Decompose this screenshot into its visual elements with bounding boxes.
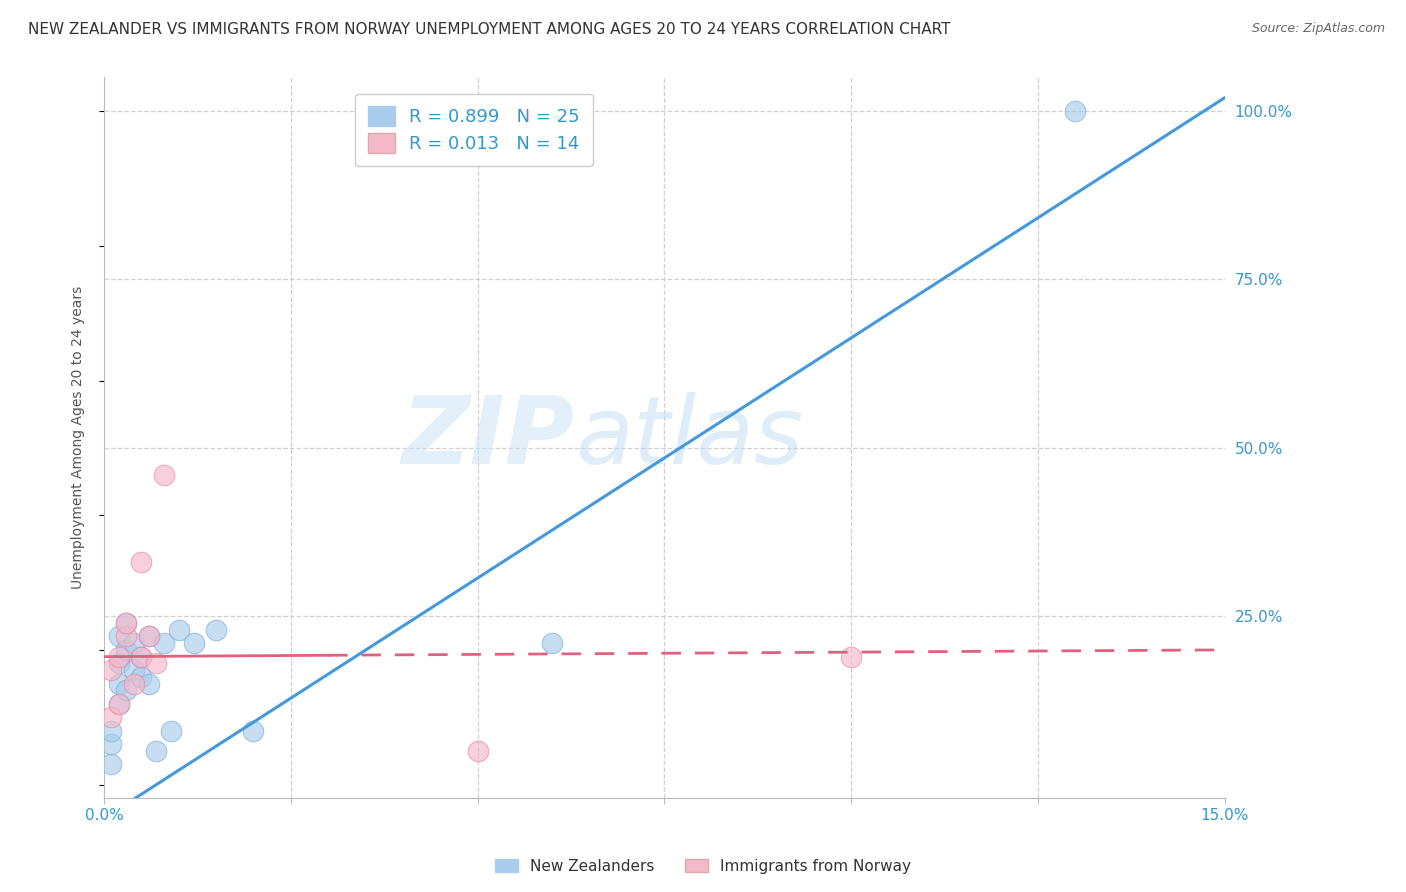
Point [467,744,489,758]
Point [131,649,153,664]
Legend: New Zealanders, Immigrants from Norway: New Zealanders, Immigrants from Norway [489,853,917,880]
Point [100,737,122,751]
Text: atlas: atlas [575,392,803,483]
Point [131,555,153,569]
Text: ZIP: ZIP [402,392,575,483]
Point [108,676,131,690]
Point [108,697,131,711]
Point [108,697,131,711]
Text: Source: ZipAtlas.com: Source: ZipAtlas.com [1251,22,1385,36]
Point [145,657,167,671]
Point [541,636,564,650]
Point [100,710,122,724]
Point [839,649,862,664]
Point [100,723,122,738]
Point [115,629,138,643]
Point [100,757,122,772]
Point [122,636,145,650]
Point [167,623,190,637]
Point [115,643,138,657]
Point [145,744,167,758]
Point [115,615,138,630]
Legend: R = 0.899   N = 25, R = 0.013   N = 14: R = 0.899 N = 25, R = 0.013 N = 14 [356,94,592,166]
Point [205,623,228,637]
Point [183,636,205,650]
Point [138,629,160,643]
Point [1064,104,1087,119]
Point [131,670,153,684]
Point [100,663,122,677]
Text: NEW ZEALANDER VS IMMIGRANTS FROM NORWAY UNEMPLOYMENT AMONG AGES 20 TO 24 YEARS C: NEW ZEALANDER VS IMMIGRANTS FROM NORWAY … [28,22,950,37]
Point [115,683,138,698]
Point [138,676,160,690]
Point [152,467,174,482]
Point [242,723,264,738]
Point [122,676,145,690]
Point [108,657,131,671]
Y-axis label: Unemployment Among Ages 20 to 24 years: Unemployment Among Ages 20 to 24 years [72,286,86,590]
Point [108,629,131,643]
Point [138,629,160,643]
Point [122,663,145,677]
Point [131,649,153,664]
Point [160,723,183,738]
Point [152,636,174,650]
Point [115,615,138,630]
Point [108,649,131,664]
